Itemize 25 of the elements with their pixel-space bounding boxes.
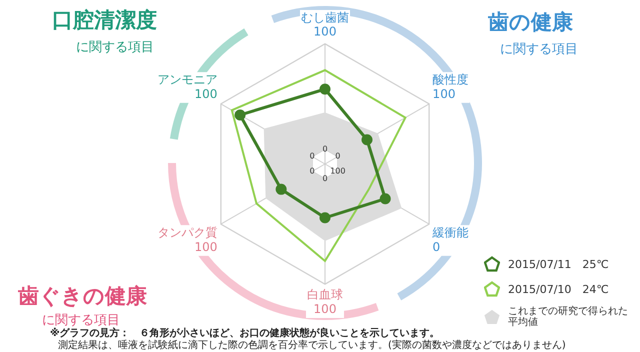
text: 0 — [335, 152, 340, 161]
text: 0 — [322, 174, 328, 183]
text: 歯ぐきの健康 — [18, 283, 147, 310]
text: に関する項目 — [500, 41, 578, 58]
text: ※グラフの見方： ６角形が小さいほど、お口の健康状態が良いことを示しています。 — [50, 326, 440, 340]
text: 0 — [432, 240, 440, 254]
legend-label: これまでの研究で得られた平均値 — [508, 306, 629, 328]
spoke-label: タンパク質 — [157, 225, 218, 240]
legend-label: 2015/07/11 25℃ — [508, 256, 609, 272]
spoke-label: 緩衝能 — [432, 225, 469, 240]
text: に関する項目 — [42, 312, 120, 328]
spoke-label: アンモニア — [157, 72, 218, 86]
legend-label: 2015/07/10 24℃ — [508, 282, 609, 296]
text: 100 — [432, 86, 456, 101]
spoke-label: むし歯菌 — [301, 10, 349, 24]
spoke-label: 白血球 — [307, 288, 343, 302]
text: 100 — [194, 86, 218, 101]
text: 口腔清潔度 — [52, 7, 157, 34]
text: 100 — [194, 240, 218, 254]
text: に関する項目 — [76, 39, 154, 56]
text: 歯の健康 — [488, 9, 573, 36]
text: 100 — [330, 166, 346, 176]
text: 0 — [322, 144, 328, 154]
text: 測定結果は、唾液を試験紙に滴下した際の色調を百分率で示しています。(実際の菌数や濃度などではありません) — [58, 338, 566, 352]
spoke-label: 酸性度 — [432, 72, 469, 86]
